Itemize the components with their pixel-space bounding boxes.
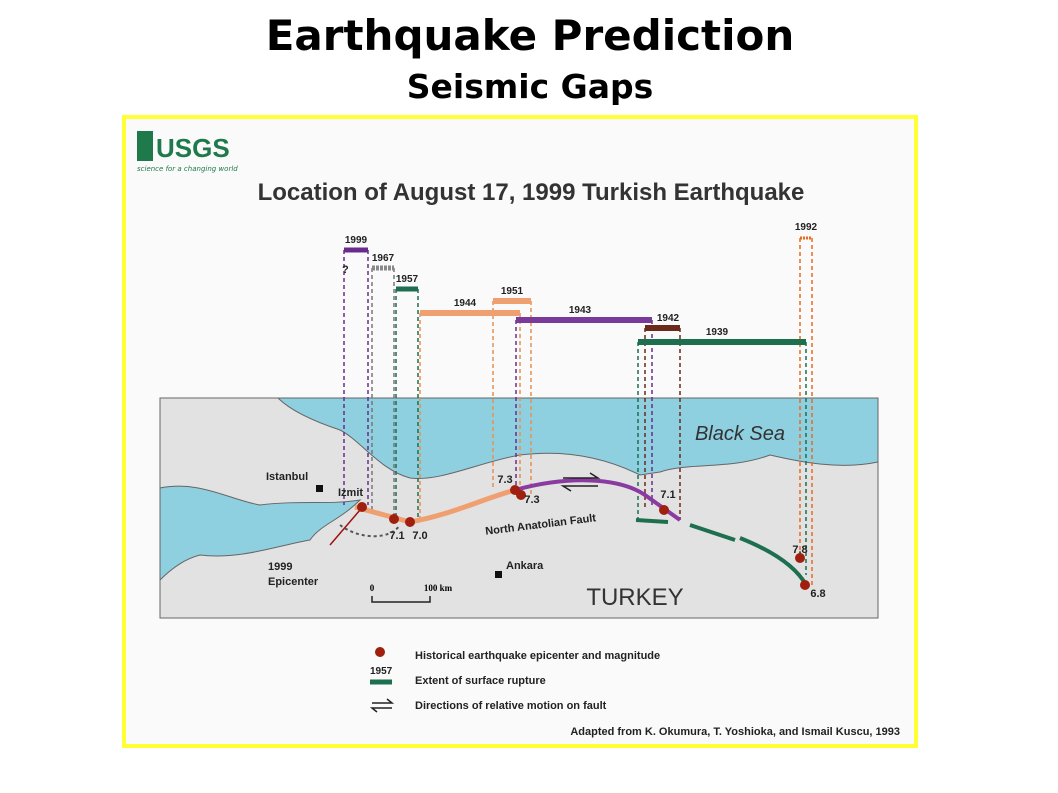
black-sea — [276, 397, 879, 480]
magnitude-label: 7.1 — [660, 489, 675, 501]
magnitude-label: 7.3 — [524, 494, 539, 506]
unknown-mark: ? — [342, 264, 349, 276]
rupture-bars — [344, 236, 812, 345]
logo-text: USGS — [156, 133, 230, 163]
magnitude-label: 6.8 — [810, 588, 825, 600]
rupture-year: 1939 — [706, 327, 729, 338]
guide — [395, 289, 419, 520]
scale-bar — [371, 596, 431, 603]
epicenter — [795, 553, 805, 563]
figure-title: Location of August 17, 1999 Turkish Eart… — [258, 179, 805, 206]
logo-mark — [137, 131, 153, 161]
legend-text: Historical earthquake epicenter and magn… — [415, 650, 660, 662]
epicenters — [357, 485, 810, 590]
marmara-sea — [159, 485, 362, 582]
fault-1939 — [635, 518, 808, 587]
legend-text: Directions of relative motion on fault — [415, 700, 607, 712]
legend-symbol — [369, 698, 395, 713]
epicenter-label: Epicenter — [268, 576, 319, 588]
epicenter — [405, 517, 415, 527]
epicenter — [389, 514, 399, 524]
rupture-year: 1957 — [396, 274, 419, 285]
credit: Adapted from K. Okumura, T. Yoshioka, an… — [570, 726, 900, 738]
legend-text: Extent of surface rupture — [415, 675, 546, 687]
rupture-year: 1951 — [501, 286, 524, 297]
epicenter — [516, 490, 526, 500]
place-label: Ankara — [506, 560, 544, 572]
usgs-logo: USGS science for a changing world — [137, 131, 238, 173]
magnitude-label: 7.0 — [412, 530, 427, 542]
slide-title: Earthquake Prediction — [266, 11, 795, 60]
rupture-year: 1944 — [454, 298, 477, 309]
rupture-guides — [343, 238, 813, 585]
magnitude-label: 7.3 — [497, 474, 512, 486]
slide-subtitle: Seismic Gaps — [407, 67, 653, 106]
epicenter-label: 1999 — [268, 561, 292, 573]
fault-extension — [339, 524, 401, 538]
guide — [371, 268, 395, 515]
logo-tagline: science for a changing world — [137, 165, 238, 173]
place-label: Izmit — [338, 487, 363, 499]
city-marker — [316, 485, 323, 492]
rupture-year: 1999 — [345, 235, 368, 246]
place-label: Istanbul — [266, 471, 308, 483]
rupture-year: 1943 — [569, 305, 592, 316]
guide — [644, 328, 681, 520]
legend-year: 1957 — [370, 666, 393, 677]
sea-label: Black Sea — [695, 423, 785, 445]
epicenter — [800, 580, 810, 590]
guide — [515, 320, 653, 505]
epicenter — [357, 502, 367, 512]
rupture-year: 1942 — [657, 313, 680, 324]
fault-1943 — [514, 478, 682, 522]
rupture-year: 1992 — [795, 222, 818, 233]
country-label: TURKEY — [586, 584, 683, 611]
legend-symbol — [375, 647, 385, 657]
magnitude-label: 7.8 — [792, 544, 807, 556]
scale-label: 0 — [370, 583, 375, 593]
guide — [343, 250, 369, 505]
rupture-year: 1967 — [372, 253, 395, 264]
epicenter-pointer — [329, 509, 361, 546]
epicenter — [659, 505, 669, 515]
guide — [799, 238, 813, 585]
motion-arrows — [560, 472, 601, 492]
scale-label: 100 km — [424, 583, 453, 593]
city-marker — [495, 571, 502, 578]
magnitude-label: 7.1 — [389, 530, 404, 542]
